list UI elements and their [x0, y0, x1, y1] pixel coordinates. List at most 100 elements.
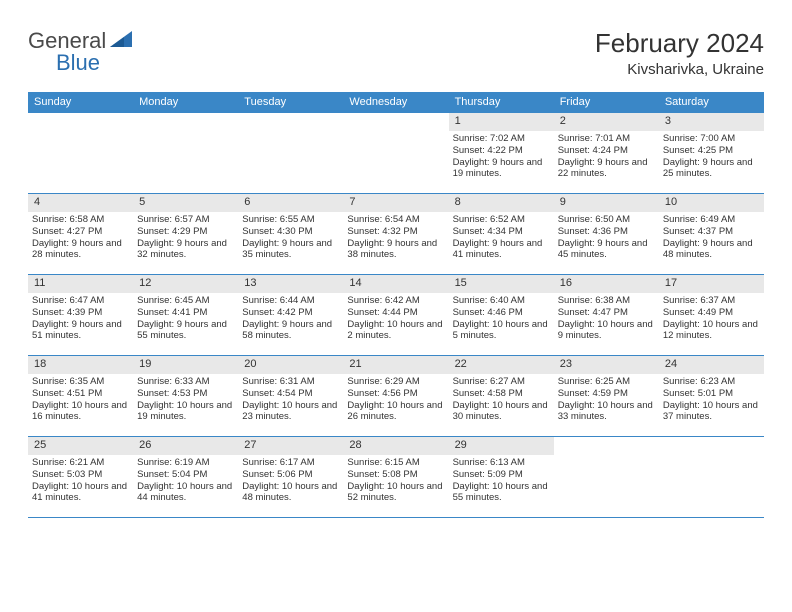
day-number: 25	[28, 437, 133, 455]
day-body: Sunrise: 7:02 AMSunset: 4:22 PMDaylight:…	[449, 131, 554, 185]
sunset-text: Sunset: 4:41 PM	[137, 307, 234, 319]
calendar-cell: 1Sunrise: 7:02 AMSunset: 4:22 PMDaylight…	[449, 113, 554, 193]
sunset-text: Sunset: 4:39 PM	[32, 307, 129, 319]
daylight-text: Daylight: 10 hours and 2 minutes.	[347, 319, 444, 343]
day-body: Sunrise: 7:01 AMSunset: 4:24 PMDaylight:…	[554, 131, 659, 185]
daylight-text: Daylight: 10 hours and 30 minutes.	[453, 400, 550, 424]
sunset-text: Sunset: 4:24 PM	[558, 145, 655, 157]
day-body: Sunrise: 6:52 AMSunset: 4:34 PMDaylight:…	[449, 212, 554, 266]
daylight-text: Daylight: 9 hours and 38 minutes.	[347, 238, 444, 262]
sunset-text: Sunset: 5:03 PM	[32, 469, 129, 481]
day-number: 9	[554, 194, 659, 212]
calendar-cell: 3Sunrise: 7:00 AMSunset: 4:25 PMDaylight…	[659, 113, 764, 193]
calendar-cell	[659, 437, 764, 517]
sunset-text: Sunset: 5:01 PM	[663, 388, 760, 400]
dayname-row: Sunday Monday Tuesday Wednesday Thursday…	[28, 92, 764, 112]
day-body	[28, 131, 133, 137]
day-body: Sunrise: 6:42 AMSunset: 4:44 PMDaylight:…	[343, 293, 448, 347]
sunset-text: Sunset: 4:34 PM	[453, 226, 550, 238]
dayname-tue: Tuesday	[238, 92, 343, 112]
week-row: 4Sunrise: 6:58 AMSunset: 4:27 PMDaylight…	[28, 194, 764, 275]
calendar-cell: 28Sunrise: 6:15 AMSunset: 5:08 PMDayligh…	[343, 437, 448, 517]
logo-text-blue: Blue	[56, 50, 100, 75]
day-body: Sunrise: 6:19 AMSunset: 5:04 PMDaylight:…	[133, 455, 238, 509]
day-body	[133, 131, 238, 137]
sunrise-text: Sunrise: 6:21 AM	[32, 457, 129, 469]
sunrise-text: Sunrise: 6:40 AM	[453, 295, 550, 307]
calendar-cell: 21Sunrise: 6:29 AMSunset: 4:56 PMDayligh…	[343, 356, 448, 436]
day-number: 16	[554, 275, 659, 293]
calendar-cell	[554, 437, 659, 517]
dayname-thu: Thursday	[449, 92, 554, 112]
calendar-cell	[343, 113, 448, 193]
calendar-cell: 23Sunrise: 6:25 AMSunset: 4:59 PMDayligh…	[554, 356, 659, 436]
daylight-text: Daylight: 9 hours and 25 minutes.	[663, 157, 760, 181]
week-row: 18Sunrise: 6:35 AMSunset: 4:51 PMDayligh…	[28, 356, 764, 437]
day-body: Sunrise: 6:35 AMSunset: 4:51 PMDaylight:…	[28, 374, 133, 428]
daylight-text: Daylight: 10 hours and 48 minutes.	[242, 481, 339, 505]
day-body: Sunrise: 6:31 AMSunset: 4:54 PMDaylight:…	[238, 374, 343, 428]
dayname-fri: Friday	[554, 92, 659, 112]
day-body: Sunrise: 6:54 AMSunset: 4:32 PMDaylight:…	[343, 212, 448, 266]
sunset-text: Sunset: 4:51 PM	[32, 388, 129, 400]
day-number: 19	[133, 356, 238, 374]
calendar-cell	[133, 113, 238, 193]
calendar-cell: 15Sunrise: 6:40 AMSunset: 4:46 PMDayligh…	[449, 275, 554, 355]
sunset-text: Sunset: 4:54 PM	[242, 388, 339, 400]
day-number: 13	[238, 275, 343, 293]
sunrise-text: Sunrise: 6:35 AM	[32, 376, 129, 388]
sunrise-text: Sunrise: 6:57 AM	[137, 214, 234, 226]
day-body: Sunrise: 6:13 AMSunset: 5:09 PMDaylight:…	[449, 455, 554, 509]
sunset-text: Sunset: 4:37 PM	[663, 226, 760, 238]
sunrise-text: Sunrise: 6:45 AM	[137, 295, 234, 307]
day-body: Sunrise: 6:49 AMSunset: 4:37 PMDaylight:…	[659, 212, 764, 266]
week-row: 11Sunrise: 6:47 AMSunset: 4:39 PMDayligh…	[28, 275, 764, 356]
sunrise-text: Sunrise: 6:29 AM	[347, 376, 444, 388]
calendar-cell: 14Sunrise: 6:42 AMSunset: 4:44 PMDayligh…	[343, 275, 448, 355]
day-number: 18	[28, 356, 133, 374]
sunset-text: Sunset: 5:06 PM	[242, 469, 339, 481]
day-body: Sunrise: 6:23 AMSunset: 5:01 PMDaylight:…	[659, 374, 764, 428]
daylight-text: Daylight: 9 hours and 48 minutes.	[663, 238, 760, 262]
day-body: Sunrise: 6:21 AMSunset: 5:03 PMDaylight:…	[28, 455, 133, 509]
calendar-cell: 9Sunrise: 6:50 AMSunset: 4:36 PMDaylight…	[554, 194, 659, 274]
sunrise-text: Sunrise: 6:17 AM	[242, 457, 339, 469]
day-body: Sunrise: 6:55 AMSunset: 4:30 PMDaylight:…	[238, 212, 343, 266]
sunset-text: Sunset: 4:58 PM	[453, 388, 550, 400]
calendar-cell	[238, 113, 343, 193]
sunrise-text: Sunrise: 6:52 AM	[453, 214, 550, 226]
calendar-cell: 11Sunrise: 6:47 AMSunset: 4:39 PMDayligh…	[28, 275, 133, 355]
daylight-text: Daylight: 9 hours and 22 minutes.	[558, 157, 655, 181]
day-number: 27	[238, 437, 343, 455]
daylight-text: Daylight: 10 hours and 12 minutes.	[663, 319, 760, 343]
calendar-cell: 24Sunrise: 6:23 AMSunset: 5:01 PMDayligh…	[659, 356, 764, 436]
sunset-text: Sunset: 4:44 PM	[347, 307, 444, 319]
daylight-text: Daylight: 10 hours and 16 minutes.	[32, 400, 129, 424]
daylight-text: Daylight: 10 hours and 9 minutes.	[558, 319, 655, 343]
sunset-text: Sunset: 4:47 PM	[558, 307, 655, 319]
sunrise-text: Sunrise: 6:42 AM	[347, 295, 444, 307]
daylight-text: Daylight: 9 hours and 55 minutes.	[137, 319, 234, 343]
sunset-text: Sunset: 4:32 PM	[347, 226, 444, 238]
sunrise-text: Sunrise: 7:01 AM	[558, 133, 655, 145]
calendar-cell: 20Sunrise: 6:31 AMSunset: 4:54 PMDayligh…	[238, 356, 343, 436]
day-number: 10	[659, 194, 764, 212]
calendar-cell: 17Sunrise: 6:37 AMSunset: 4:49 PMDayligh…	[659, 275, 764, 355]
daylight-text: Daylight: 10 hours and 5 minutes.	[453, 319, 550, 343]
sunrise-text: Sunrise: 7:02 AM	[453, 133, 550, 145]
day-number: 28	[343, 437, 448, 455]
day-number: 17	[659, 275, 764, 293]
day-body: Sunrise: 6:29 AMSunset: 4:56 PMDaylight:…	[343, 374, 448, 428]
day-number: 1	[449, 113, 554, 131]
day-body: Sunrise: 6:57 AMSunset: 4:29 PMDaylight:…	[133, 212, 238, 266]
daylight-text: Daylight: 9 hours and 51 minutes.	[32, 319, 129, 343]
calendar-cell: 10Sunrise: 6:49 AMSunset: 4:37 PMDayligh…	[659, 194, 764, 274]
day-body: Sunrise: 6:50 AMSunset: 4:36 PMDaylight:…	[554, 212, 659, 266]
day-number: 8	[449, 194, 554, 212]
day-number: 2	[554, 113, 659, 131]
sunset-text: Sunset: 4:22 PM	[453, 145, 550, 157]
sunrise-text: Sunrise: 6:55 AM	[242, 214, 339, 226]
day-body: Sunrise: 6:47 AMSunset: 4:39 PMDaylight:…	[28, 293, 133, 347]
logo-triangle-icon	[110, 31, 132, 52]
sunset-text: Sunset: 4:25 PM	[663, 145, 760, 157]
